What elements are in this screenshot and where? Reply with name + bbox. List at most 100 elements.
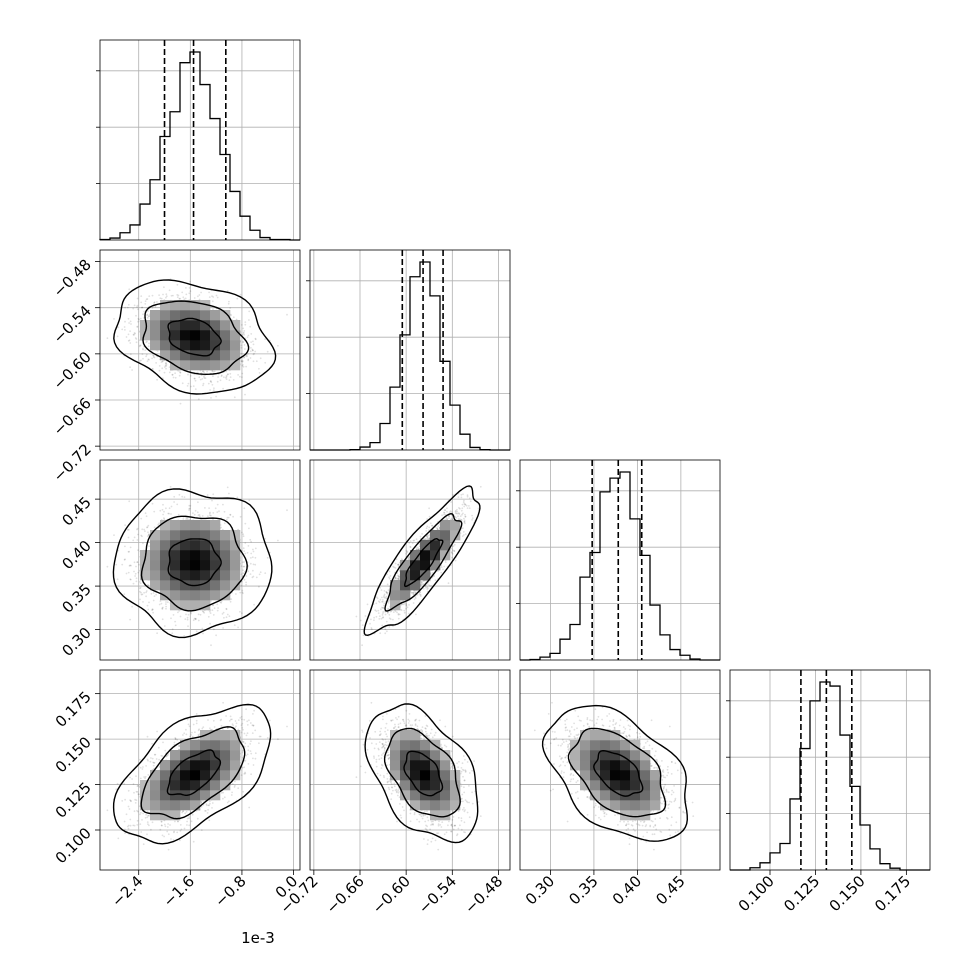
sample-point (133, 561, 136, 564)
density-cell (150, 580, 161, 591)
sample-point (197, 514, 200, 517)
sample-point (212, 375, 214, 378)
sample-point (249, 350, 252, 353)
sample-point (248, 499, 251, 502)
sample-point (165, 603, 167, 605)
sample-point (199, 378, 202, 381)
sample-point (139, 598, 141, 601)
sample-point (146, 604, 149, 607)
sample-point (194, 617, 197, 620)
sample-point (218, 510, 220, 513)
density-cell (230, 330, 241, 341)
sample-point (247, 358, 250, 361)
sample-point (116, 335, 119, 338)
sample-point (168, 512, 171, 515)
sample-point (195, 630, 198, 633)
sample-point (254, 563, 257, 566)
sample-point (172, 376, 175, 379)
sample-point (243, 344, 246, 346)
sample-point (127, 550, 130, 553)
sample-point (258, 372, 261, 374)
sample-point (202, 382, 205, 385)
sample-point (258, 573, 261, 576)
sample-point (247, 570, 250, 573)
sample-point (250, 333, 253, 335)
sample-point (240, 344, 243, 347)
sample-point (129, 342, 132, 344)
sample-point (252, 349, 254, 352)
density-cell (150, 550, 161, 561)
sample-point (249, 325, 252, 328)
sample-point (135, 577, 138, 580)
sample-point (170, 513, 172, 515)
density-cell (220, 320, 231, 331)
sample-point (212, 389, 215, 392)
sample-point (145, 515, 148, 518)
sample-point (196, 511, 199, 514)
sample-point (249, 573, 252, 575)
sample-point (165, 601, 167, 603)
sample-point (233, 396, 236, 399)
sample-point (141, 528, 144, 531)
sample-point (139, 317, 142, 320)
sample-point (133, 333, 135, 336)
sample-point (140, 295, 143, 297)
sample-point (129, 353, 132, 356)
sample-point (217, 607, 220, 609)
sample-point (242, 535, 245, 538)
sample-point (229, 514, 232, 516)
sample-point (215, 395, 218, 398)
sample-point (160, 602, 163, 605)
sample-point (173, 495, 176, 498)
sample-point (244, 348, 246, 350)
sample-point (142, 348, 145, 351)
sample-point (240, 573, 243, 576)
sample-point (144, 530, 146, 533)
sample-point (157, 523, 160, 526)
density-cell (190, 560, 201, 571)
sample-point (264, 572, 267, 574)
density-cell (190, 340, 201, 351)
histogram-p3 (730, 681, 930, 871)
sample-point (224, 376, 227, 379)
sample-point (133, 332, 136, 334)
sample-point (193, 297, 196, 299)
sample-point (128, 500, 131, 503)
sample-point (170, 294, 173, 297)
sample-point (159, 600, 162, 602)
sample-point (160, 361, 163, 363)
sample-point (135, 565, 137, 568)
density-cell (170, 530, 181, 541)
sample-point (249, 357, 252, 359)
sample-point (161, 607, 164, 610)
sample-point (133, 570, 135, 573)
sample-point (241, 360, 244, 363)
sample-point (240, 584, 243, 587)
sample-point (136, 561, 139, 563)
sample-point (245, 365, 248, 368)
sample-point (212, 308, 214, 311)
sample-point (248, 319, 250, 321)
sample-point (127, 528, 130, 531)
sample-point (277, 539, 279, 542)
sample-point (244, 393, 246, 396)
histogram-p1 (310, 261, 510, 451)
sample-point (246, 355, 249, 358)
density-cell (150, 340, 161, 351)
density-cell (170, 330, 181, 341)
sample-point (165, 293, 168, 296)
sample-point (253, 603, 256, 606)
sample-point (266, 350, 269, 353)
sample-point (213, 387, 215, 390)
sample-point (245, 581, 248, 584)
sample-point (178, 374, 181, 377)
sample-point (249, 538, 252, 541)
sample-point (215, 294, 218, 297)
sample-point (153, 510, 156, 513)
density-cell (210, 590, 221, 601)
sample-point (248, 527, 250, 530)
sample-point (222, 387, 225, 390)
sample-point (242, 364, 244, 366)
sample-point (239, 515, 242, 518)
